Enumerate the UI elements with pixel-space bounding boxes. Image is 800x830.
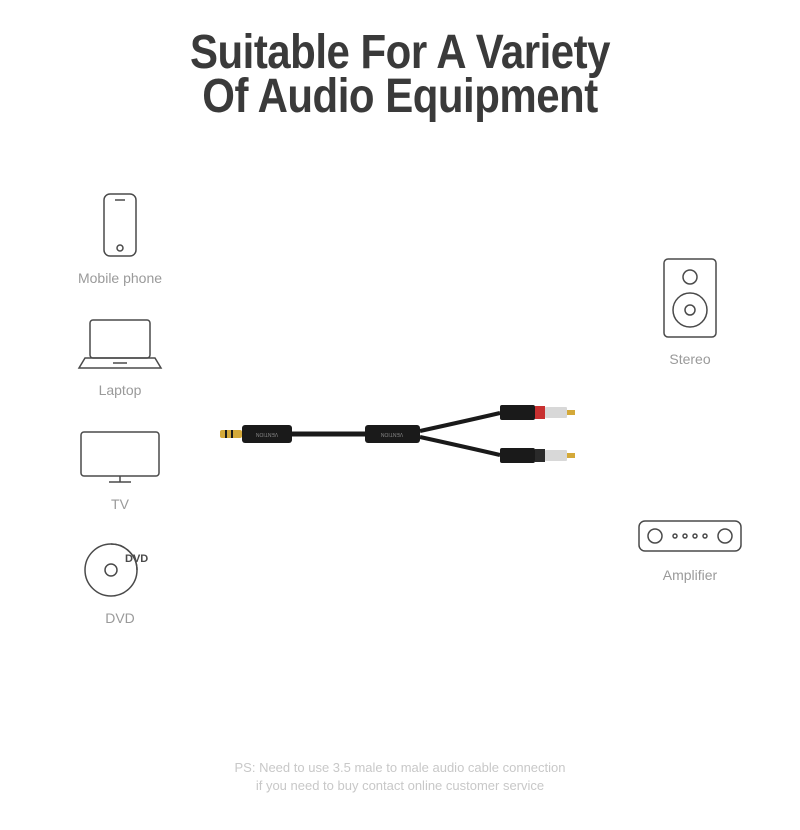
device-label: TV — [111, 496, 129, 512]
right-device-column: Stereo Amplifier — [635, 255, 745, 583]
device-label: Mobile phone — [78, 270, 162, 286]
footer-note: PS: Need to use 3.5 male to male audio c… — [0, 759, 800, 795]
tv-icon — [75, 426, 165, 488]
speaker-icon — [658, 255, 722, 343]
footer-line-2: if you need to buy contact online custom… — [0, 777, 800, 795]
svg-text:VENTION: VENTION — [256, 431, 279, 437]
dvd-icon: DVD — [81, 540, 159, 602]
device-dvd: DVD DVD — [75, 540, 165, 626]
footer-line-1: PS: Need to use 3.5 male to male audio c… — [0, 759, 800, 777]
headline-line-2: Of Audio Equipment — [0, 71, 800, 122]
device-label: DVD — [105, 610, 135, 626]
device-label: Amplifier — [663, 567, 717, 583]
svg-text:VENTION: VENTION — [381, 431, 404, 437]
device-amplifier: Amplifier — [635, 517, 745, 583]
device-label: Laptop — [99, 382, 142, 398]
product-cable-illustration: VENTION VENTION — [220, 375, 600, 495]
device-mobile-phone: Mobile phone — [75, 190, 165, 286]
device-laptop: Laptop — [75, 314, 165, 398]
device-label: Stereo — [669, 351, 710, 367]
device-tv: TV — [75, 426, 165, 512]
headline: Suitable For A Variety Of Audio Equipmen… — [0, 30, 800, 118]
laptop-icon — [75, 314, 165, 374]
amplifier-icon — [635, 517, 745, 559]
phone-icon — [97, 190, 143, 262]
left-device-column: Mobile phone Laptop TV DVD DVD — [75, 190, 165, 626]
device-stereo: Stereo — [635, 255, 745, 367]
